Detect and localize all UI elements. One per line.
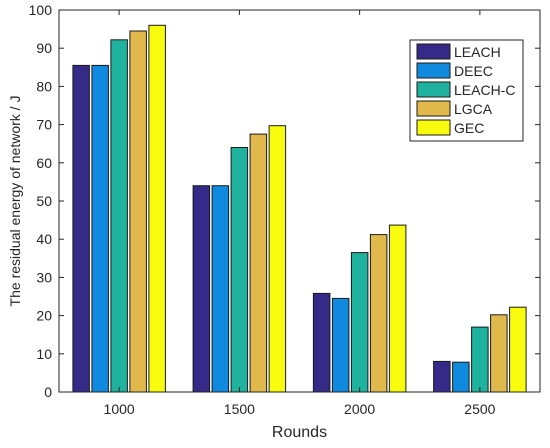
bar-gec-1500 xyxy=(268,125,287,393)
legend-label-lgca: LGCA xyxy=(454,101,493,117)
y-tick-label: 80 xyxy=(36,78,52,94)
legend-label-leach-c: LEACH-C xyxy=(454,82,515,98)
legend-label-deec: DEEC xyxy=(454,63,493,79)
y-tick-label: 10 xyxy=(36,346,52,362)
y-tick-label: 40 xyxy=(36,231,52,247)
bar-lgca-1500 xyxy=(249,133,268,393)
y-axis-ticks: 0 10 20 30 40 50 60 70 80 90 100 xyxy=(29,2,540,400)
bar-leach-c-2500 xyxy=(471,326,489,393)
bar-lgca-1000 xyxy=(129,30,147,393)
x-tick-label: 1000 xyxy=(104,401,135,417)
bar-lgca-2500 xyxy=(490,314,508,393)
legend-swatch-lgca xyxy=(416,100,451,117)
x-tick-label: 2500 xyxy=(464,401,495,417)
legend-swatch-deec xyxy=(416,62,451,79)
bar-gec-2500 xyxy=(509,306,527,393)
bar-leach-1000 xyxy=(72,64,90,393)
bar-deec-1500 xyxy=(211,185,230,393)
legend-swatch-leach xyxy=(416,43,451,60)
bars-layer xyxy=(72,24,527,393)
legend-label-leach: LEACH xyxy=(454,44,501,60)
x-tick-label: 1500 xyxy=(224,401,255,417)
bar-leach-c-1500 xyxy=(230,147,249,393)
y-tick-label: 100 xyxy=(29,2,53,18)
y-tick-label: 0 xyxy=(44,384,52,400)
legend-swatch-leach-c xyxy=(416,81,451,98)
y-tick-label: 70 xyxy=(36,117,52,133)
bar-lgca-2000 xyxy=(369,234,388,393)
x-axis-label: Rounds xyxy=(272,424,327,441)
bar-deec-2000 xyxy=(331,297,350,393)
bar-leach-2000 xyxy=(312,292,331,393)
y-axis-label: The residual energy of network / J xyxy=(7,96,23,307)
bar-gec-1000 xyxy=(148,24,166,393)
y-tick-label: 90 xyxy=(36,40,52,56)
y-tick-label: 20 xyxy=(36,308,52,324)
y-tick-label: 30 xyxy=(36,269,52,285)
x-axis-ticks: 1000 1500 2000 2500 xyxy=(104,10,496,417)
bar-leach-1500 xyxy=(192,185,211,393)
legend: LEACH DEEC LEACH-C LGCA GEC xyxy=(409,39,524,142)
bar-leach-c-1000 xyxy=(110,39,128,393)
bar-deec-2500 xyxy=(452,361,470,393)
legend-label-gec: GEC xyxy=(454,120,484,136)
x-tick-label: 2000 xyxy=(344,401,375,417)
bar-leach-c-2000 xyxy=(350,252,369,393)
bar-leach-2500 xyxy=(433,360,451,393)
y-tick-label: 60 xyxy=(36,155,52,171)
bar-deec-1000 xyxy=(91,64,109,393)
y-tick-label: 50 xyxy=(36,193,52,209)
legend-swatch-gec xyxy=(416,119,451,136)
bar-gec-2000 xyxy=(388,224,407,393)
